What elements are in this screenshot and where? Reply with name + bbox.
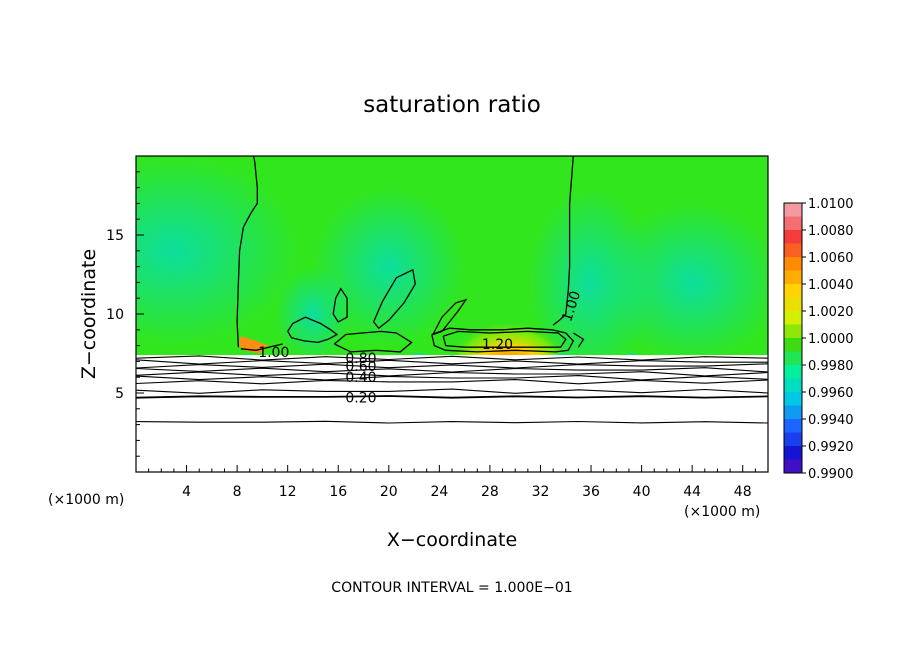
contour-right-plume-low — [552, 313, 567, 326]
colorbar-label: 1.0100 — [808, 197, 854, 212]
contour-small-right — [572, 332, 585, 348]
cyan-zone-0 — [136, 156, 301, 346]
x-axis-label: X−coordinate — [387, 529, 517, 551]
x-tick-label: 48 — [734, 484, 752, 500]
colorbar-blend — [784, 351, 802, 366]
contour-interval-note: CONTOUR INTERVAL = 1.000E−01 — [331, 580, 572, 596]
x-unit-right: (×1000 m) — [684, 504, 760, 520]
colorbar-label: 1.0080 — [808, 224, 854, 239]
contour-layer-5 — [136, 375, 768, 381]
colorbar-blend — [784, 432, 802, 447]
contour-cloud-left — [287, 316, 339, 344]
x-tick-label: 20 — [380, 484, 398, 500]
contour-label: 1.00 — [258, 345, 289, 361]
colorbar-label: 1.0060 — [808, 251, 854, 266]
colorbar-swatch — [784, 338, 802, 366]
colorbar-blend — [784, 378, 802, 393]
contour-left-plume — [236, 156, 258, 348]
contour-layer-6 — [136, 379, 768, 385]
colorbar-blend — [784, 324, 802, 339]
x-unit-left: (×1000 m) — [48, 492, 124, 508]
x-axis-ticks: 4 8 12 16 20 24 28 32 36 40 44 48 — [148, 465, 756, 500]
colorbar-blend — [784, 216, 802, 231]
cyan-zone-3 — [603, 203, 768, 362]
colorbar-swatch — [784, 365, 802, 393]
x-tick-label: 4 — [182, 484, 191, 500]
x-tick-label: 28 — [481, 484, 499, 500]
contour-cloud-mid — [333, 330, 413, 353]
colorbar-swatch — [784, 392, 802, 420]
x-tick-label: 36 — [582, 484, 600, 500]
colorbar-swatch — [784, 257, 802, 285]
colorbar-blend — [784, 243, 802, 258]
x-tick-label: 40 — [633, 484, 651, 500]
contour-layer-8 — [136, 395, 768, 399]
x-tick-label: 12 — [279, 484, 297, 500]
colorbar-blend — [784, 270, 802, 285]
colorbar-label: 1.0000 — [808, 332, 854, 347]
colorbar-blend — [784, 297, 802, 312]
contour-layer-4 — [136, 371, 768, 377]
contour-label: 0.40 — [345, 370, 376, 386]
contour-layer-2 — [136, 363, 768, 369]
contour-cloud-right-outer — [431, 327, 575, 353]
y-axis-ticks: 5 10 15 — [106, 171, 144, 457]
contour-layer-1 — [136, 359, 768, 365]
colorbar-swatch — [784, 203, 802, 231]
contour-cloud-left-low — [240, 343, 283, 351]
colorbar-label: 0.9980 — [808, 359, 854, 374]
plot-area: 1.00 0.800.600.400.201.201.00 — [136, 156, 768, 472]
chart-title: saturation ratio — [363, 92, 541, 118]
colorbar-blend — [784, 405, 802, 420]
contour-loop-b — [373, 268, 416, 330]
x-tick-label: 32 — [532, 484, 550, 500]
y-tick-label: 10 — [106, 307, 124, 323]
colorbar-swatch — [784, 230, 802, 258]
contour-label: 0.60 — [345, 359, 376, 375]
colorbar: 1.0100 1.0080 1.0060 1.0040 1.0020 1.0000 0.99… — [783, 197, 854, 482]
x-tick-label: 44 — [683, 484, 701, 500]
colorbar-swatch — [784, 311, 802, 339]
colorbar-label: 0.9960 — [808, 386, 854, 401]
x-tick-label: 16 — [329, 484, 347, 500]
x-tick-label: 24 — [430, 484, 448, 500]
contour-loop-a — [332, 287, 348, 323]
x-tick-label: 8 — [233, 484, 242, 500]
contour-cloud-right-inner — [442, 330, 567, 348]
contour-layer-9 — [136, 420, 768, 424]
contour-label: 0.80 — [345, 351, 376, 367]
colorbar-label: 0.9920 — [808, 440, 854, 455]
contour-label: 1.20 — [482, 337, 513, 353]
colorbar-label: 1.0020 — [808, 305, 854, 320]
colorbar-blend — [784, 459, 802, 474]
y-axis-label: Z−coordinate — [78, 249, 100, 379]
colorbar-label: 0.9900 — [808, 467, 854, 482]
colorbar-swatch — [784, 284, 802, 312]
colorbar-swatch — [784, 419, 802, 447]
y-tick-label: 5 — [115, 386, 124, 402]
y-tick-label: 15 — [106, 228, 124, 244]
contour-label: 0.20 — [345, 391, 376, 407]
contour-lines — [136, 156, 768, 424]
contour-right-plume — [565, 156, 574, 315]
contour-layer-7 — [136, 388, 768, 394]
cyan-zone-1 — [312, 187, 465, 346]
colorbar-swatch — [784, 446, 802, 474]
colorbar-label: 0.9940 — [808, 413, 854, 428]
contour-layer-0 — [136, 355, 768, 361]
colorbar-label: 1.0040 — [808, 278, 854, 293]
